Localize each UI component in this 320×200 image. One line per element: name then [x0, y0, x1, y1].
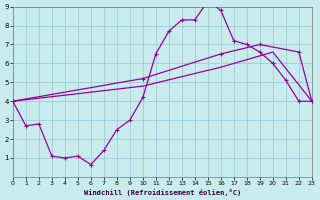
X-axis label: Windchill (Refroidissement éolien,°C): Windchill (Refroidissement éolien,°C) [84, 189, 241, 196]
